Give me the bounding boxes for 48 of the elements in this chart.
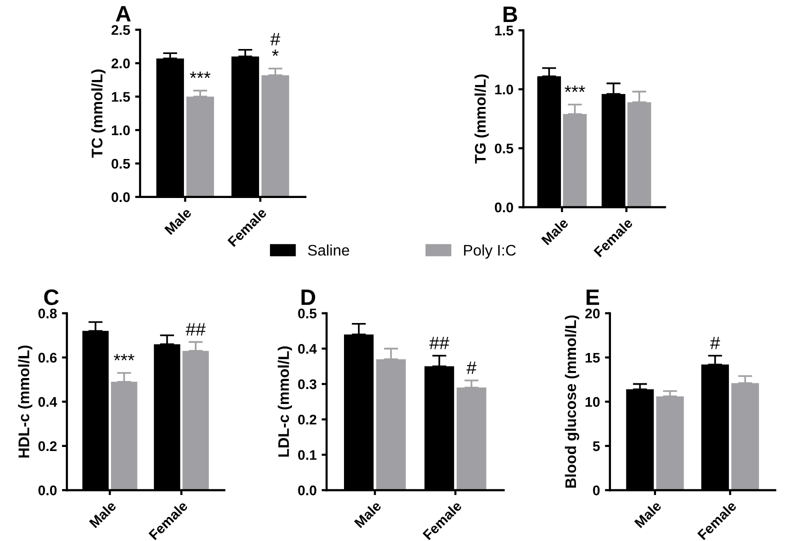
y-tick-label: 0.3 — [298, 379, 316, 390]
y-tick-label: 0.0 — [494, 202, 514, 212]
chart-title: D — [302, 290, 316, 305]
y-tick-label: 0.0 — [38, 485, 57, 496]
chart-title: E — [586, 290, 600, 305]
y-tick-label: 20 — [585, 308, 600, 318]
y-tick-label: 0.5 — [112, 158, 130, 169]
y-tick-label: 1.0 — [112, 125, 130, 136]
y-tick-label: 0.4 — [38, 397, 58, 407]
annotation: ## — [186, 323, 206, 336]
y-tick-label: 0.5 — [298, 308, 316, 318]
chart-title: B — [504, 6, 518, 22]
annotation: *** — [114, 354, 134, 360]
y-axis-title: TG (mmol/L) — [474, 74, 489, 164]
annotation: *** — [564, 86, 586, 92]
bar — [656, 396, 684, 490]
y-tick-label: 15 — [586, 352, 600, 363]
y-tick-label: 0.6 — [38, 352, 57, 363]
chart-title: A — [116, 6, 131, 22]
y-tick-label: 2.5 — [112, 25, 130, 35]
y-tick-label: 1.5 — [495, 26, 514, 36]
y-tick-label: 0.0 — [112, 192, 130, 202]
y-tick-label: 0.4 — [298, 344, 317, 354]
annotation: ## — [429, 336, 450, 350]
legend-label: Poly I:C — [464, 244, 516, 259]
annotation: *** — [190, 72, 210, 78]
y-axis-title: TC (mmol/L) — [91, 70, 106, 158]
y-tick-label: 0 — [593, 485, 600, 496]
y-tick-label: 10 — [586, 397, 600, 407]
y-tick-label: 0.5 — [494, 144, 514, 154]
y-tick-label: 0.8 — [38, 308, 57, 318]
y-axis-title: LDL-c (mmol/L) — [278, 346, 292, 457]
annotation: # — [466, 362, 476, 374]
y-tick-label: 2.0 — [112, 58, 130, 68]
y-tick-label: 0.2 — [38, 441, 57, 452]
y-axis-title: HDL-c (mmol/L) — [18, 346, 32, 458]
annotation: # — [270, 32, 280, 46]
chart-title: C — [44, 289, 59, 306]
y-tick-label: 0.0 — [298, 485, 316, 496]
legend-label: Saline — [308, 244, 350, 256]
y-tick-label: 1.0 — [495, 84, 514, 94]
y-tick-label: 0.2 — [298, 414, 316, 425]
y-tick-label: 0.1 — [298, 450, 316, 460]
y-tick-label: 1.5 — [112, 92, 130, 102]
annotation: # — [710, 336, 720, 350]
y-axis-title: Blood glucose (mmol/L) — [564, 315, 580, 488]
y-tick-label: 5 — [592, 441, 600, 452]
annotation: * — [272, 50, 279, 56]
